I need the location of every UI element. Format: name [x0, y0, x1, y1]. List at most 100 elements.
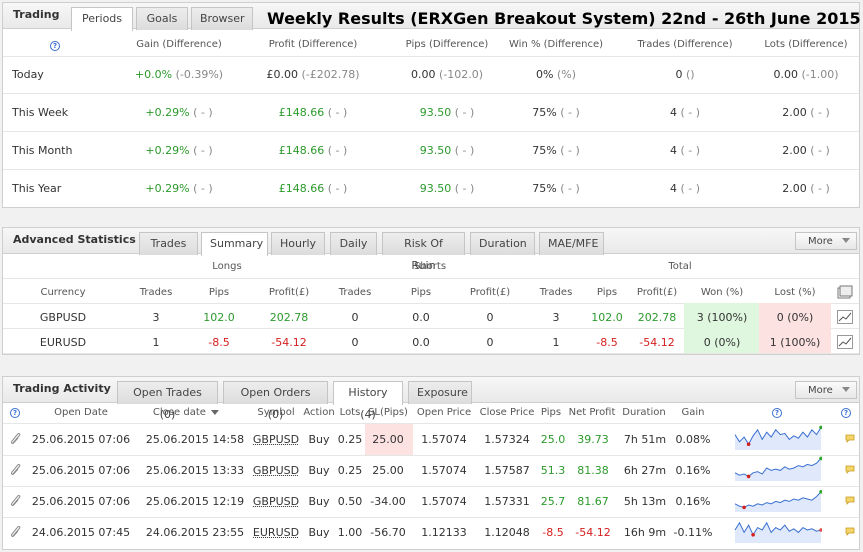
cell-s-pips: 0.0: [412, 336, 430, 349]
tab-history[interactable]: History (4): [333, 381, 403, 421]
cell-gain: -0.11%: [673, 526, 713, 539]
cell-pips: -8.5: [542, 526, 564, 539]
col-gain[interactable]: Gain: [681, 407, 705, 418]
tab-hourly[interactable]: Hourly: [271, 232, 325, 255]
gain-difference: (-0.39%): [175, 68, 224, 81]
col-open-price[interactable]: Open Price: [416, 407, 472, 418]
comment-icon[interactable]: [845, 496, 855, 505]
chevron-down-icon: [842, 238, 850, 243]
cell-action: Buy: [308, 433, 330, 446]
col-pips[interactable]: Pips: [540, 407, 562, 418]
help-icon[interactable]: ?: [772, 408, 782, 418]
help-icon[interactable]: ?: [10, 408, 20, 418]
col-net-profit[interactable]: Net Profit: [568, 407, 616, 418]
more-button[interactable]: More: [795, 381, 857, 399]
help-icon[interactable]: ?: [841, 408, 851, 418]
row-divider: [3, 131, 859, 132]
lots-difference: ( - ): [810, 182, 830, 195]
cell-symbol[interactable]: GBPUSD: [252, 495, 300, 508]
comment-icon[interactable]: [845, 527, 855, 536]
col-total-pips: Pips: [596, 287, 618, 298]
cell-symbol[interactable]: EURUSD: [252, 526, 300, 539]
cell-open-price: 1.57074: [421, 433, 467, 446]
comment-icon[interactable]: [845, 465, 855, 474]
tab-trades[interactable]: Trades: [139, 232, 198, 255]
col-symbol[interactable]: Symbol: [257, 407, 295, 418]
cell-open: 25.06.2015 07:06: [31, 433, 131, 446]
col-profit: Profit (Difference): [268, 39, 358, 50]
cell-duration: 5h 13m: [623, 495, 667, 508]
line-chart-icon[interactable]: [837, 310, 853, 324]
cell-gain: +0.0% (-0.39%): [135, 68, 223, 81]
win-difference: ( - ): [560, 144, 580, 157]
chart-settings-icon[interactable]: [837, 285, 853, 299]
cell-win: 75% ( - ): [532, 144, 580, 157]
cell-win: 75% ( - ): [532, 106, 580, 119]
cell-s-trades: 0: [351, 336, 359, 349]
gain-sparkline: [734, 425, 822, 450]
paperclip-icon[interactable]: [10, 526, 22, 538]
cell-pips: 51.3: [540, 464, 566, 477]
col-sl-pips[interactable]: SL(Pips): [368, 407, 408, 418]
col-pips: Pips (Difference): [405, 39, 489, 50]
cell-s-profit: 0: [486, 336, 494, 349]
more-button[interactable]: More: [795, 232, 857, 250]
cell-pips: 0.00 (-102.0): [411, 68, 483, 81]
row-divider: [3, 517, 859, 518]
line-chart-icon[interactable]: [837, 335, 853, 349]
col-open-date[interactable]: Open Date: [54, 407, 108, 418]
tab-goals[interactable]: Goals: [136, 7, 188, 30]
cell-t-trades: 1: [552, 336, 560, 349]
cell-open: 25.06.2015 07:06: [31, 495, 131, 508]
tab-periods[interactable]: Periods: [71, 7, 133, 31]
advanced-stats-header: Advanced Statistics Trades Summary Hourl…: [3, 228, 859, 272]
group-total: Total: [668, 261, 692, 272]
gain-value: +0.0%: [134, 68, 173, 81]
cell-t-pips: 102.0: [591, 311, 623, 324]
pips-value: 0.00: [410, 68, 436, 81]
row-divider: [3, 455, 859, 456]
tab-mae-mfe[interactable]: MAE/MFE: [539, 232, 604, 255]
tab-summary[interactable]: Summary: [201, 232, 268, 256]
col-close-date[interactable]: Close date: [153, 407, 220, 418]
trading-panel-header: Trading Periods Goals Browser Weekly Res…: [3, 3, 861, 31]
cell-l-profit: -54.12: [271, 336, 307, 349]
group-shorts: Shorts: [413, 261, 447, 272]
tab-duration[interactable]: Duration: [470, 232, 535, 255]
profit-difference: ( - ): [327, 106, 348, 119]
cell-symbol[interactable]: GBPUSD: [252, 464, 300, 477]
col-action[interactable]: Action: [303, 407, 335, 418]
cell-currency: GBPUSD: [39, 311, 87, 324]
trading-activity-title: Trading Activity: [13, 382, 111, 395]
help-icon[interactable]: ?: [50, 41, 60, 51]
sl-highlight: [365, 424, 413, 455]
cell-close-price: 1.57331: [484, 495, 530, 508]
paperclip-icon[interactable]: [10, 495, 22, 507]
tab-browser[interactable]: Browser: [191, 7, 253, 30]
comment-icon[interactable]: [845, 434, 855, 443]
row-divider: [3, 169, 859, 170]
paperclip-icon[interactable]: [10, 464, 22, 476]
tab-risk-of-ruin[interactable]: Risk Of Ruin: [382, 232, 465, 272]
more-label: More: [808, 385, 833, 396]
col-long-profit: Profit(£): [268, 287, 310, 298]
cell-gain: 0.16%: [675, 495, 711, 508]
cell-duration: 16h 9m: [623, 526, 667, 539]
cell-close: 25.06.2015 14:58: [145, 433, 245, 446]
cell-symbol[interactable]: GBPUSD: [252, 433, 300, 446]
tab-daily[interactable]: Daily: [330, 232, 377, 255]
profit-value: £148.66: [278, 182, 325, 195]
col-close-price[interactable]: Close Price: [479, 407, 535, 418]
paperclip-icon[interactable]: [10, 433, 22, 445]
tab-open-trades[interactable]: Open Trades (0): [117, 381, 218, 421]
win-difference: ( - ): [560, 106, 580, 119]
trades-difference: ( - ): [680, 144, 701, 157]
cell-sl: -34.00: [370, 495, 406, 508]
profit-value: £148.66: [278, 106, 325, 119]
col-lots[interactable]: Lots: [339, 407, 361, 418]
tab-exposure[interactable]: Exposure: [408, 381, 472, 404]
tab-open-orders[interactable]: Open Orders (0): [223, 381, 328, 421]
col-duration[interactable]: Duration: [622, 407, 666, 418]
cell-lots: 0.25: [337, 433, 363, 446]
cell-win: 75% ( - ): [532, 182, 580, 195]
